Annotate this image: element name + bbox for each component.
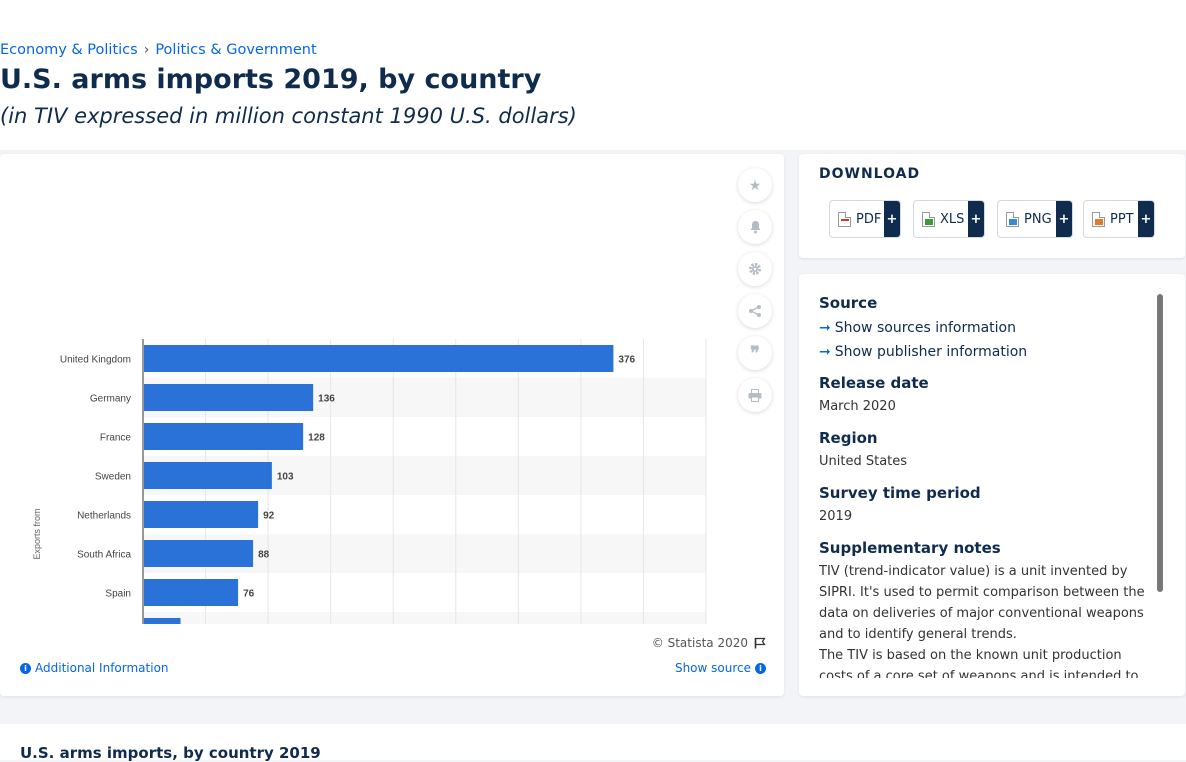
notes-paragraph-2: The TIV is based on the known unit produ… <box>819 648 1139 678</box>
release-value: March 2020 <box>819 399 896 414</box>
download-xls-button[interactable]: XLS + <box>913 200 985 238</box>
pdf-plus-button[interactable]: + <box>884 201 900 237</box>
row-band <box>143 612 706 624</box>
png-file-icon <box>1006 211 1019 227</box>
data-label: 128 <box>308 433 325 444</box>
arrow-right-icon: ➞ <box>819 344 831 360</box>
breadcrumb-economy-politics[interactable]: Economy & Politics <box>0 42 138 58</box>
bar[interactable] <box>144 501 259 528</box>
category-label: Netherlands <box>77 511 131 522</box>
xls-label: XLS <box>940 211 965 227</box>
page-title: U.S. arms imports 2019, by country <box>0 64 542 95</box>
survey-value: 2019 <box>819 509 853 524</box>
xls-plus-button[interactable]: + <box>968 201 984 237</box>
share-icon <box>749 305 761 317</box>
category-label: Sweden <box>95 472 131 483</box>
download-card: DOWNLOAD PDF + XLS + PNG + PPT + <box>799 154 1185 258</box>
category-label: Germany <box>90 394 131 405</box>
category-label: South Africa <box>77 550 131 561</box>
bar[interactable] <box>144 540 254 567</box>
pdf-label: PDF <box>856 211 882 227</box>
bar[interactable] <box>144 384 314 411</box>
download-pdf-button[interactable]: PDF + <box>829 200 901 238</box>
data-label: 76 <box>243 589 255 600</box>
additional-information-link[interactable]: i Additional Information <box>20 661 169 675</box>
copyright: © Statista 2020 <box>652 636 766 650</box>
print-button[interactable] <box>738 378 772 412</box>
bar[interactable] <box>144 345 614 372</box>
pdf-file-icon <box>838 211 851 227</box>
header-area <box>0 0 1186 150</box>
show-publisher-label: Show publisher information <box>834 344 1028 360</box>
breadcrumb-politics-government[interactable]: Politics & Government <box>155 42 317 58</box>
chart-card: 050100150200250300350400450United Kingdo… <box>0 154 784 696</box>
data-label: 88 <box>258 550 270 561</box>
release-heading: Release date <box>819 374 929 392</box>
settings-button[interactable] <box>738 252 772 286</box>
favorite-button[interactable]: ★ <box>738 168 772 202</box>
info-icon: i <box>20 662 31 674</box>
survey-heading: Survey time period <box>819 484 981 502</box>
category-label: United Kingdom <box>60 355 131 366</box>
bar[interactable] <box>144 462 272 489</box>
show-source-label: Show source <box>674 661 751 675</box>
info-icon: i <box>755 662 766 674</box>
png-label: PNG <box>1024 211 1052 227</box>
region-heading: Region <box>819 429 878 447</box>
show-sources-label: Show sources information <box>834 320 1016 336</box>
png-plus-button[interactable]: + <box>1056 201 1072 237</box>
bar-chart: 050100150200250300350400450United Kingdo… <box>32 339 707 624</box>
flag-icon[interactable] <box>754 637 766 649</box>
bar[interactable] <box>144 618 181 624</box>
bell-icon <box>750 221 760 234</box>
data-label: 136 <box>318 394 335 405</box>
star-icon: ★ <box>748 176 762 193</box>
bottom-section <box>0 724 1186 760</box>
notes-heading: Supplementary notes <box>819 539 1001 557</box>
bar[interactable] <box>144 579 239 606</box>
additional-information-label: Additional Information <box>35 661 169 675</box>
share-button[interactable] <box>738 294 772 328</box>
breadcrumb-separator: › <box>143 42 150 58</box>
source-heading: Source <box>819 294 878 312</box>
print-icon <box>748 388 762 402</box>
show-source-link[interactable]: Show source i <box>675 661 766 675</box>
bar[interactable] <box>144 423 304 450</box>
cite-button[interactable]: ❞ <box>738 336 772 370</box>
show-sources-link[interactable]: ➞ Show sources information <box>819 316 1149 340</box>
data-label: 103 <box>277 472 294 483</box>
copyright-text: © Statista 2020 <box>651 636 748 650</box>
xls-file-icon <box>922 211 935 227</box>
category-label: Spain <box>105 589 131 600</box>
data-label: 376 <box>618 355 635 366</box>
arrow-right-icon: ➞ <box>819 320 831 336</box>
show-publisher-link[interactable]: ➞ Show publisher information <box>819 340 1149 364</box>
gear-icon <box>749 263 761 275</box>
data-label: 92 <box>263 511 275 522</box>
region-value: United States <box>819 454 908 469</box>
download-title: DOWNLOAD <box>819 166 921 182</box>
ppt-label: PPT <box>1110 211 1134 227</box>
bottom-title: U.S. arms imports, by country 2019 <box>20 744 321 762</box>
scrollbar[interactable] <box>1157 294 1163 592</box>
download-png-button[interactable]: PNG + <box>997 200 1073 238</box>
y-axis-title: Exports from <box>32 508 42 559</box>
info-card: Source ➞ Show sources information ➞ Show… <box>799 274 1185 696</box>
ppt-plus-button[interactable]: + <box>1138 201 1154 237</box>
ppt-file-icon <box>1092 211 1105 227</box>
quote-icon: ❞ <box>750 343 760 363</box>
page-subtitle: (in TIV expressed in million constant 19… <box>0 104 577 128</box>
notes-paragraph-1: TIV (trend-indicator value) is a unit in… <box>819 564 1145 642</box>
notification-button[interactable] <box>738 210 772 244</box>
info-scroll-area[interactable]: Source ➞ Show sources information ➞ Show… <box>819 294 1149 678</box>
category-label: France <box>100 433 132 444</box>
breadcrumb: Economy & Politics › Politics & Governme… <box>0 42 317 58</box>
download-ppt-button[interactable]: PPT + <box>1083 200 1155 238</box>
